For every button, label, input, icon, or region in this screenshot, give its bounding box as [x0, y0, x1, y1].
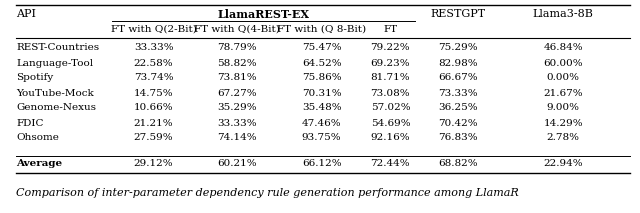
Text: 29.12%: 29.12% — [134, 160, 173, 168]
Text: 79.22%: 79.22% — [371, 43, 410, 52]
Text: 64.52%: 64.52% — [302, 59, 341, 68]
Text: FT with (Q 8-Bit): FT with (Q 8-Bit) — [277, 24, 366, 33]
Text: 72.44%: 72.44% — [371, 160, 410, 168]
Text: 22.58%: 22.58% — [134, 59, 173, 68]
Text: 35.48%: 35.48% — [302, 104, 341, 112]
Text: 0.00%: 0.00% — [547, 73, 580, 82]
Text: Llama3-8B: Llama3-8B — [532, 9, 594, 19]
Text: FDIC: FDIC — [16, 118, 44, 128]
Text: 73.33%: 73.33% — [438, 88, 477, 98]
Text: 73.74%: 73.74% — [134, 73, 173, 82]
Text: 82.98%: 82.98% — [438, 59, 477, 68]
Text: 2.78%: 2.78% — [547, 134, 580, 142]
Text: 14.75%: 14.75% — [134, 88, 173, 98]
Text: 75.47%: 75.47% — [302, 43, 341, 52]
Text: FT: FT — [383, 24, 397, 33]
Text: 69.23%: 69.23% — [371, 59, 410, 68]
Text: 75.29%: 75.29% — [438, 43, 477, 52]
Text: 76.83%: 76.83% — [438, 134, 477, 142]
Text: LlamaREST-EX: LlamaREST-EX — [217, 9, 309, 20]
Text: 93.75%: 93.75% — [302, 134, 341, 142]
Text: API: API — [16, 9, 36, 19]
Text: 46.84%: 46.84% — [543, 43, 583, 52]
Text: FT with Q(2-Bit): FT with Q(2-Bit) — [111, 24, 196, 33]
Text: 14.29%: 14.29% — [543, 118, 583, 128]
Text: 92.16%: 92.16% — [371, 134, 410, 142]
Text: 66.67%: 66.67% — [438, 73, 477, 82]
Text: 21.21%: 21.21% — [134, 118, 173, 128]
Text: 22.94%: 22.94% — [543, 160, 583, 168]
Text: 54.69%: 54.69% — [371, 118, 410, 128]
Text: 78.79%: 78.79% — [217, 43, 257, 52]
Text: 35.29%: 35.29% — [217, 104, 257, 112]
Text: 9.00%: 9.00% — [547, 104, 580, 112]
Text: 57.02%: 57.02% — [371, 104, 410, 112]
Text: 67.27%: 67.27% — [217, 88, 257, 98]
Text: 66.12%: 66.12% — [302, 160, 341, 168]
Text: Genome-Nexus: Genome-Nexus — [16, 104, 96, 112]
Text: 70.31%: 70.31% — [302, 88, 341, 98]
Text: 74.14%: 74.14% — [217, 134, 257, 142]
Text: 68.82%: 68.82% — [438, 160, 477, 168]
Text: 33.33%: 33.33% — [217, 118, 257, 128]
Text: REST-Countries: REST-Countries — [16, 43, 99, 52]
Text: 75.86%: 75.86% — [302, 73, 341, 82]
Text: 60.21%: 60.21% — [217, 160, 257, 168]
Text: Ohsome: Ohsome — [16, 134, 59, 142]
Text: 33.33%: 33.33% — [134, 43, 173, 52]
Text: Comparison of inter-parameter dependency rule generation performance among Llama: Comparison of inter-parameter dependency… — [16, 188, 519, 198]
Text: 58.82%: 58.82% — [217, 59, 257, 68]
Text: 47.46%: 47.46% — [302, 118, 341, 128]
Text: FT with Q(4-Bit): FT with Q(4-Bit) — [194, 24, 280, 33]
Text: YouTube-Mock: YouTube-Mock — [16, 88, 93, 98]
Text: 81.71%: 81.71% — [371, 73, 410, 82]
Text: 60.00%: 60.00% — [543, 59, 583, 68]
Text: 73.08%: 73.08% — [371, 88, 410, 98]
Text: 36.25%: 36.25% — [438, 104, 477, 112]
Text: 21.67%: 21.67% — [543, 88, 583, 98]
Text: 27.59%: 27.59% — [134, 134, 173, 142]
Text: Language-Tool: Language-Tool — [16, 59, 93, 68]
Text: 70.42%: 70.42% — [438, 118, 477, 128]
Text: RESTGPT: RESTGPT — [430, 9, 485, 19]
Text: 10.66%: 10.66% — [134, 104, 173, 112]
Text: Average: Average — [16, 160, 62, 168]
Text: Spotify: Spotify — [16, 73, 53, 82]
Text: 73.81%: 73.81% — [217, 73, 257, 82]
